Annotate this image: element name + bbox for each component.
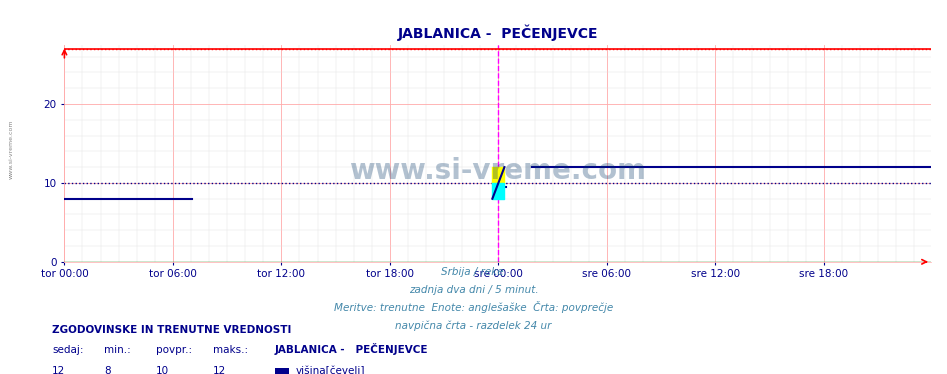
- Text: povpr.:: povpr.:: [156, 346, 192, 355]
- Text: 8: 8: [104, 366, 111, 374]
- Text: višina[čevelj]: višina[čevelj]: [295, 365, 365, 374]
- Text: ZGODOVINSKE IN TRENUTNE VREDNOSTI: ZGODOVINSKE IN TRENUTNE VREDNOSTI: [52, 325, 292, 335]
- Text: navpična črta - razdelek 24 ur: navpična črta - razdelek 24 ur: [395, 320, 552, 331]
- Text: Srbija / reke.: Srbija / reke.: [440, 267, 507, 277]
- Text: www.si-vreme.com: www.si-vreme.com: [349, 157, 646, 185]
- Text: 12: 12: [213, 366, 226, 374]
- Text: Meritve: trenutne  Enote: anglešaške  Črta: povprečje: Meritve: trenutne Enote: anglešaške Črta…: [334, 301, 613, 313]
- Text: maks.:: maks.:: [213, 346, 248, 355]
- Title: JABLANICA -  PEČENJEVCE: JABLANICA - PEČENJEVCE: [398, 24, 598, 41]
- Text: www.si-vreme.com: www.si-vreme.com: [9, 120, 14, 180]
- Text: zadnja dva dni / 5 minut.: zadnja dva dni / 5 minut.: [409, 285, 538, 295]
- Text: sedaj:: sedaj:: [52, 346, 83, 355]
- Text: 10: 10: [156, 366, 170, 374]
- Text: 12: 12: [52, 366, 65, 374]
- Text: JABLANICA -   PEČENJEVCE: JABLANICA - PEČENJEVCE: [275, 343, 428, 355]
- Text: min.:: min.:: [104, 346, 131, 355]
